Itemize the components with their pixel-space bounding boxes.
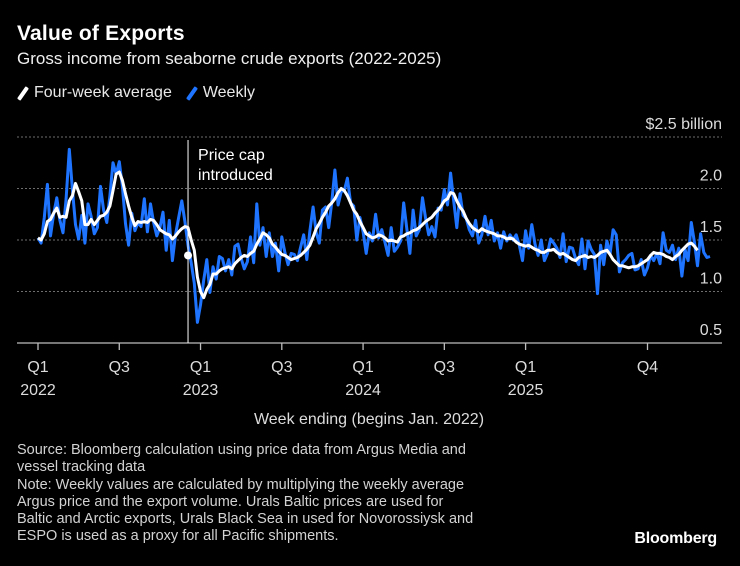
x-axis-title: Week ending (begins Jan. 2022) [254,411,484,428]
x-tick-year-label: 2024 [345,382,381,399]
source-note: Source: Bloomberg calculation using pric… [17,442,466,476]
x-tick-year-label: 2023 [183,382,219,399]
price-cap-marker-dot [184,251,193,260]
chart-title: Value of Exports [17,22,185,45]
x-tick-year-label: 2022 [20,382,56,399]
price-cap-annotation-line1: Price cap [198,147,265,164]
x-tick-label: Q1 [352,359,373,376]
y-tick-label: $2.5 billion [646,116,723,133]
footnotes: Source: Bloomberg calculation using pric… [17,442,587,546]
legend-item-weekly: Weekly [185,84,256,102]
x-tick-label: Q1 [190,359,211,376]
y-axis-labels: $2.5 billion 2.0 1.5 1.0 0.5 [646,116,723,339]
x-tick-year-label: 2025 [508,382,544,399]
chart-subtitle: Gross income from seaborne crude exports… [17,49,442,68]
series-line-weekly [36,147,711,324]
y-tick-label: 0.5 [700,322,722,339]
y-tick-label: 2.0 [700,168,722,185]
y-tick-label: 1.0 [700,271,722,288]
gridlines [17,136,722,292]
x-tick-label: Q1 [515,359,536,376]
bloomberg-logo: Bloomberg [634,530,717,547]
legend-label: Weekly [202,84,256,101]
x-tick-label: Q3 [109,359,130,376]
x-tick-label: Q3 [271,359,292,376]
x-tick-label: Q3 [434,359,455,376]
legend: Four-week average Weekly [17,84,269,102]
price-cap-annotation-line2: introduced [198,167,273,184]
legend-item-four-week-average: Four-week average [17,84,172,102]
x-tick-label: Q1 [27,359,48,376]
methodology-note: Note: Weekly values are calculated by mu… [17,476,474,545]
series-line-four-week-average [37,170,699,300]
y-tick-label: 1.5 [700,219,722,236]
x-tick-label: Q4 [637,359,658,376]
legend-label: Four-week average [34,84,172,101]
x-axis-labels: Q1 2022 Q3 Q1 2023 Q3 Q1 2024 Q3 Q1 2025 Q4 [20,343,658,399]
